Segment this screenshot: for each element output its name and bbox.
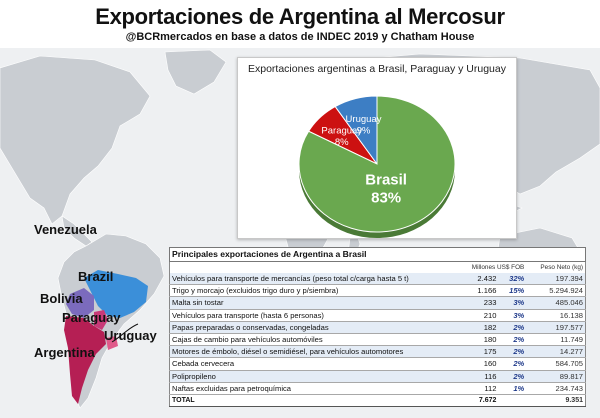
table-col-value: Millones US$ FOB: [471, 264, 525, 271]
row-weight: 11.749: [526, 333, 587, 347]
total-weight: 9.351: [526, 393, 587, 408]
pie-value-uruguay: 9%: [357, 125, 371, 136]
label-brazil: Brazil: [78, 269, 114, 284]
row-pct: 32%: [498, 273, 527, 286]
row-product: Cajas de cambio para vehículos automóvil…: [168, 333, 455, 347]
table-row: Vehículos para transporte (hasta 6 perso…: [168, 309, 587, 322]
row-value: 160: [454, 357, 499, 371]
table-row: Naftas excluidas para petroquímica 112 1% 2…: [168, 382, 587, 395]
row-product: Papas preparadas o conservadas, congelad…: [168, 321, 455, 334]
table-row: Vehículos para transporte de mercancías …: [168, 273, 587, 286]
row-value: 233: [454, 296, 499, 310]
row-product: Trigo y morcajo (excluidos trigo duro y …: [168, 284, 455, 298]
row-pct: 3%: [498, 309, 527, 322]
table-row: Papas preparadas o conservadas, congelad…: [168, 321, 587, 334]
row-product: Naftas excluidas para petroquímica: [168, 382, 455, 395]
table-col-product: [168, 261, 455, 273]
row-pct: 2%: [498, 357, 527, 371]
row-pct: 15%: [498, 284, 527, 298]
page-title: Exportaciones de Argentina al Mercosur: [95, 4, 505, 29]
label-venezuela: Venezuela: [34, 222, 97, 237]
total-pct: [498, 393, 527, 408]
table-col-weight: Peso Neto (kg): [526, 261, 587, 273]
table-row: Cebada cervecera 160 2% 584.705: [168, 357, 587, 371]
total-value: 7.672: [454, 393, 499, 408]
pie-label-uruguay: Uruguay: [346, 114, 382, 125]
row-weight: 485.046: [526, 296, 587, 310]
table-row: Trigo y morcajo (excluidos trigo duro y …: [168, 284, 587, 298]
total-label: TOTAL: [168, 393, 455, 408]
exports-table: Principales exportaciones de Argentina a…: [168, 247, 587, 408]
pie-slice-brasil: [298, 95, 456, 233]
table-row: Motores de émbolo, diésel o semidiésel, …: [168, 345, 587, 359]
row-product: Motores de émbolo, diésel o semidiésel, …: [168, 345, 455, 359]
label-uruguay: Uruguay: [104, 328, 157, 343]
pie-chart-title: Exportaciones argentinas a Brasil, Parag…: [248, 63, 506, 75]
row-value: 1.166: [454, 284, 499, 298]
row-weight: 16.138: [526, 309, 587, 322]
row-value: 112: [454, 382, 499, 395]
table-row: Cajas de cambio para vehículos automóvil…: [168, 333, 587, 347]
page-subtitle: @BCRmercados en base a datos de INDEC 20…: [125, 31, 475, 43]
north-america-landmass: [0, 55, 151, 225]
row-value: 182: [454, 321, 499, 334]
row-product: Vehículos para transporte de mercancías …: [168, 273, 455, 286]
row-pct: 2%: [498, 333, 527, 347]
row-value: 210: [454, 309, 499, 322]
pie-chart-card: Exportaciones argentinas a Brasil, Parag…: [237, 57, 517, 239]
label-argentina: Argentina: [34, 345, 95, 360]
row-weight: 89.817: [526, 370, 587, 383]
pie-value-paraguay: 8%: [335, 137, 349, 148]
table-row: Malta sin tostar 233 3% 485.046: [168, 296, 587, 310]
row-pct: 2%: [498, 370, 527, 383]
row-weight: 197.577: [526, 321, 587, 334]
row-pct: 3%: [498, 296, 527, 310]
row-weight: 5.294.924: [526, 284, 587, 298]
uruguay-pointer-line: [111, 323, 139, 343]
table-title: Principales exportaciones de Argentina a…: [169, 247, 586, 262]
greenland-landmass: [164, 49, 227, 95]
map-region-paraguay: [94, 310, 108, 330]
table-row: Polipropileno 116 2% 89.817: [168, 370, 587, 383]
row-value: 2.432: [454, 273, 499, 286]
row-weight: 234.743: [526, 382, 587, 395]
row-weight: 584.705: [526, 357, 587, 371]
row-pct: 2%: [498, 345, 527, 359]
row-product: Malta sin tostar: [168, 296, 455, 310]
row-pct: 2%: [498, 321, 527, 334]
label-paraguay: Paraguay: [62, 310, 121, 325]
pie-label-brasil: Brasil: [365, 171, 407, 188]
row-value: 175: [454, 345, 499, 359]
label-bolivia: Bolivia: [40, 291, 83, 306]
row-pct: 1%: [498, 382, 527, 395]
map-region-argentina: [64, 316, 106, 404]
table-total-row: TOTAL 7.672 9.351: [168, 393, 587, 408]
row-product: Vehículos para transporte (hasta 6 perso…: [168, 309, 455, 322]
row-product: Polipropileno: [168, 370, 455, 383]
row-weight: 197.394: [526, 273, 587, 286]
pie-label-paraguay: Paraguay: [321, 126, 362, 137]
row-weight: 14.277: [526, 345, 587, 359]
map-region-brazil: [84, 270, 148, 318]
row-value: 116: [454, 370, 499, 383]
map-region-bolivia: [66, 288, 94, 318]
row-value: 180: [454, 333, 499, 347]
row-product: Cebada cervecera: [168, 357, 455, 371]
pie-value-brasil: 83%: [371, 189, 401, 206]
